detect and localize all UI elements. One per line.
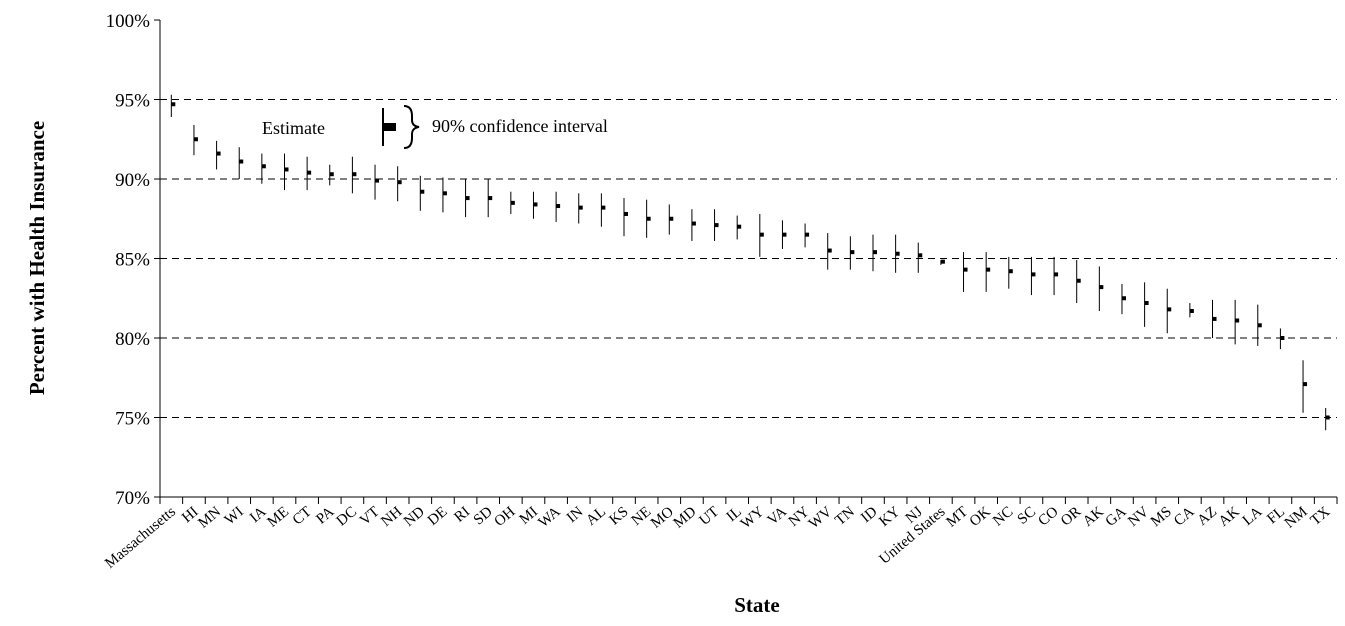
estimate-point [918,253,923,258]
estimate-point [420,189,425,194]
estimate-point [601,205,606,210]
y-tick-labels: 70% 75% 80% 85% 90% 95% 100% [106,11,160,509]
x-tick-label: TX [1308,504,1334,529]
y-axis-title: Percent with Health Insurance [25,121,49,395]
estimate-point [329,172,334,177]
estimate-point [239,159,244,164]
estimate-point [216,151,221,156]
x-tick-label: RI [451,504,473,526]
estimate-point [1008,269,1013,274]
estimate-point [307,170,312,175]
legend-brace [403,105,420,149]
estimate-point [556,204,561,209]
estimate-point [691,221,696,226]
estimate-point [1031,272,1036,277]
estimate-point [533,202,538,207]
x-tick-label: IN [564,504,587,527]
estimate-point [465,196,470,201]
estimate-point [872,250,877,255]
estimate-point [805,232,810,237]
estimate-point [940,259,945,264]
legend-ci-label: 90% confidence interval [432,116,608,136]
x-tick-label: MN [195,504,224,532]
x-tick-label: WV [806,504,836,532]
x-tick-label: Massachusetts [102,504,179,572]
legend-estimate-marker [384,123,396,131]
estimate-point [1257,323,1262,328]
y-tick-label: 100% [106,11,151,32]
x-tick-label: DE [425,504,451,529]
y-tick-label: 95% [115,91,150,112]
x-tick-label: WY [738,504,768,532]
x-tick-label: WA [536,504,564,531]
x-tick-label: MD [671,504,700,532]
estimate-point [646,216,651,221]
estimate-point [261,164,266,169]
estimate-point [1280,336,1285,340]
estimate-point [352,172,357,177]
estimate-point [827,248,832,253]
estimate-point [1189,308,1194,313]
x-tick-label: UT [697,504,723,529]
estimate-point [737,224,742,229]
estimate-point [1076,278,1081,283]
x-tick-label: MI [517,504,541,528]
estimate-point [759,232,764,237]
x-tick-label: SC [1015,504,1039,528]
estimate-point [171,102,176,107]
x-tick-label: NM [1282,504,1311,532]
estimate-point [1235,318,1240,323]
x-tick-label: HI [179,504,201,526]
estimate-point [1054,272,1059,277]
estimate-point [1099,285,1104,290]
estimate-point [1121,296,1126,301]
data-marks [170,94,1330,431]
x-tick-label: PA [313,504,337,528]
x-tick-label: NC [990,504,1016,530]
y-tick-label: 70% [115,488,150,509]
estimate-point [375,178,380,183]
estimate-point [442,191,447,196]
estimate-point [850,250,855,255]
estimate-point [397,180,402,185]
x-tick-label: IA [247,504,270,527]
x-tick-label: WI [222,504,247,529]
estimate-point [1325,415,1330,420]
y-tick-label: 80% [115,329,150,350]
x-tick-label: AL [583,504,609,529]
x-tick-label: OH [492,504,519,530]
y-tick-label: 90% [115,170,150,191]
estimate-point [963,267,968,272]
grid-lines [160,99,1337,418]
estimate-point [1144,301,1149,306]
x-tick-label: CT [290,504,315,529]
x-axis-title: State [734,593,780,617]
y-tick-label: 75% [115,409,150,430]
legend: Estimate 90% confidence interval [262,105,608,149]
estimate-point [714,223,719,228]
estimate-point [488,196,493,201]
x-tick-label: KY [876,504,903,530]
estimate-point [986,267,991,272]
estimate-point [624,211,629,216]
estimate-point [578,205,583,210]
y-tick-label: 85% [115,250,150,271]
estimate-point [193,137,198,142]
estimate-point [669,216,674,221]
legend-estimate-label: Estimate [262,118,325,138]
estimate-point [510,200,515,205]
x-axis [159,20,1338,504]
x-tick-label: ME [265,504,293,531]
estimate-point [1212,316,1217,321]
x-tick-label: ID [858,504,881,527]
x-tick-label: LA [1240,504,1266,529]
estimate-point [1303,382,1308,387]
estimate-point [782,232,787,237]
estimate-point [284,167,289,172]
estimate-point [895,251,900,256]
x-tick-label: TN [832,504,858,529]
estimate-point [1167,307,1172,312]
